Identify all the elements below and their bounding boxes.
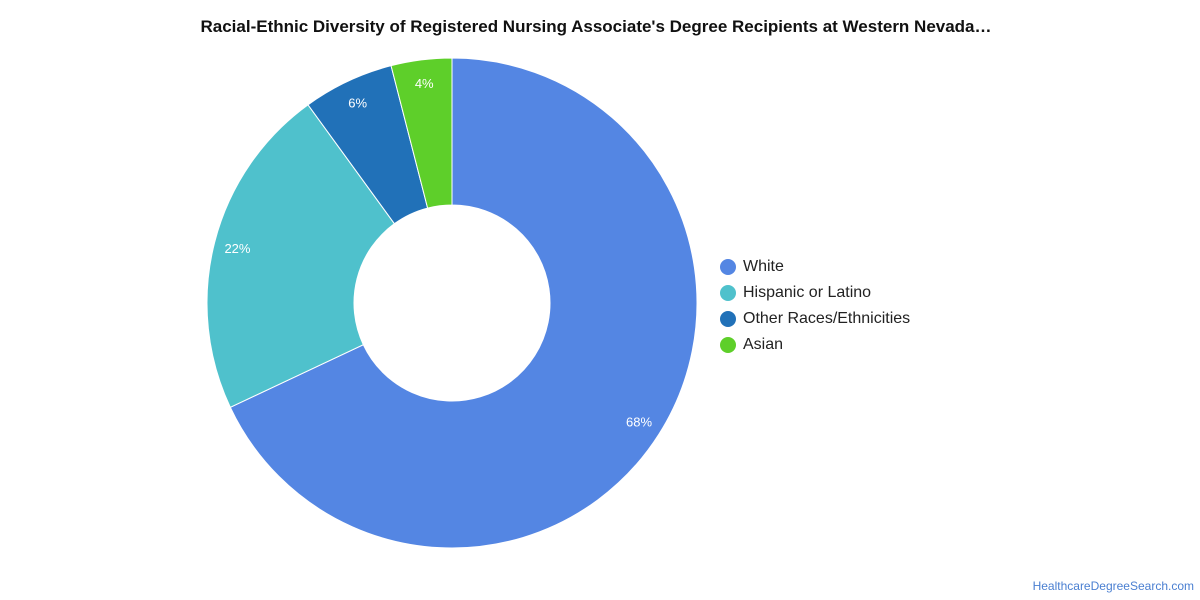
- source-link[interactable]: HealthcareDegreeSearch.com: [1032, 579, 1194, 593]
- legend-item[interactable]: White: [720, 254, 910, 280]
- legend-label: White: [743, 258, 784, 275]
- legend-swatch: [720, 311, 736, 327]
- legend-swatch: [720, 337, 736, 353]
- legend-swatch: [720, 259, 736, 275]
- slice-label: 4%: [415, 76, 434, 91]
- slice-label: 6%: [348, 96, 367, 111]
- slice-hispanic-or-latino: [206, 104, 396, 408]
- legend-item[interactable]: Hispanic or Latino: [720, 280, 910, 306]
- legend-swatch: [720, 285, 736, 301]
- slice-label: 22%: [224, 241, 250, 256]
- legend: White Hispanic or Latino Other Races/Ethni…: [720, 254, 910, 358]
- slice-asian: [390, 57, 453, 209]
- chart-title: Racial-Ethnic Diversity of Registered Nu…: [200, 17, 992, 36]
- legend-item[interactable]: Asian: [720, 332, 910, 358]
- legend-item[interactable]: Other Races/Ethnicities: [720, 306, 910, 332]
- slice-white: [229, 57, 698, 549]
- legend-label: Asian: [743, 336, 784, 353]
- legend-label: Hispanic or Latino: [743, 284, 872, 301]
- slice-label: 68%: [626, 415, 652, 430]
- legend-label: Other Races/Ethnicities: [743, 310, 911, 327]
